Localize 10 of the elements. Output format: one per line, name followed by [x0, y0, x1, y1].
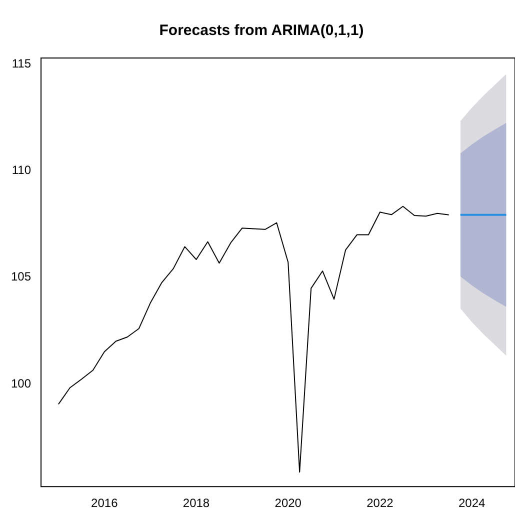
- y-tick-label: 115: [12, 56, 32, 70]
- chart-title: Forecasts from ARIMA(0,1,1): [159, 22, 364, 40]
- y-tick-label: 105: [10, 270, 32, 284]
- y-tick-label: 100: [10, 376, 32, 390]
- y-tick-label: 110: [12, 163, 32, 178]
- x-tick-label: 2018: [182, 496, 210, 510]
- x-tick-label: 2020: [274, 496, 302, 510]
- x-tick-label: 2024: [458, 496, 486, 510]
- x-tick-label: 2022: [366, 496, 394, 510]
- x-tick-label: 2016: [91, 496, 118, 510]
